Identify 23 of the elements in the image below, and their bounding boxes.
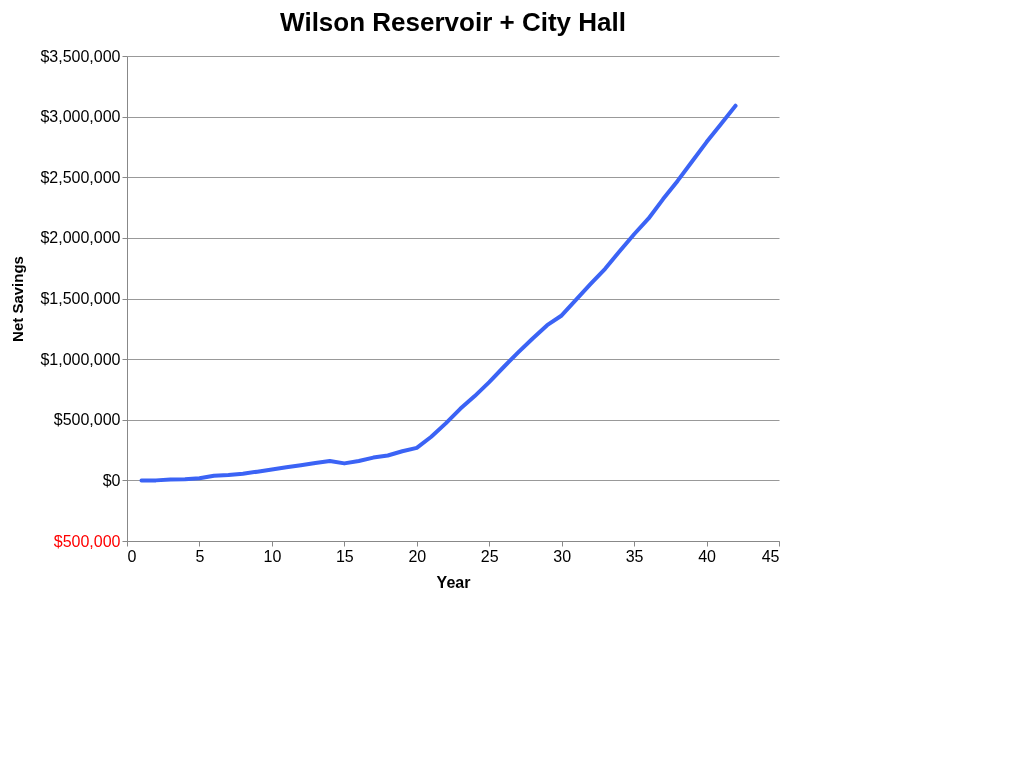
x-tick-label: 5 bbox=[195, 547, 205, 565]
y-tick-label: $2,500,000 bbox=[40, 168, 121, 186]
y-tick-label: $2,000,000 bbox=[40, 229, 121, 247]
x-tick-label: 35 bbox=[625, 547, 644, 565]
y-tick-label: $1,500,000 bbox=[40, 290, 121, 307]
x-tick-label: 10 bbox=[263, 547, 282, 565]
chart-title: Wilson Reservoir + City Hall bbox=[280, 7, 626, 37]
y-tick-label: $3,500,000 bbox=[40, 47, 121, 65]
x-tick-label: 40 bbox=[698, 547, 717, 565]
x-tick-label: 45 bbox=[761, 547, 780, 565]
line-series bbox=[139, 103, 738, 483]
x-tick-label: 30 bbox=[553, 547, 572, 565]
y-tick-label: $500,000 bbox=[53, 532, 121, 550]
x-tick-label: 0 bbox=[127, 547, 137, 565]
y-axis-title: Net Savings bbox=[9, 256, 27, 342]
x-tick-label: 15 bbox=[335, 547, 354, 565]
x-axis-title: Year bbox=[436, 573, 471, 591]
x-tick-label: 20 bbox=[408, 547, 427, 565]
y-tick-label: $500,000 bbox=[53, 411, 121, 429]
y-tick-label: $1,000,000 bbox=[40, 350, 121, 368]
y-tick-label: $0 bbox=[102, 471, 121, 489]
y-tick-label: $3,000,000 bbox=[40, 108, 121, 126]
x-tick-label: 25 bbox=[480, 547, 499, 565]
